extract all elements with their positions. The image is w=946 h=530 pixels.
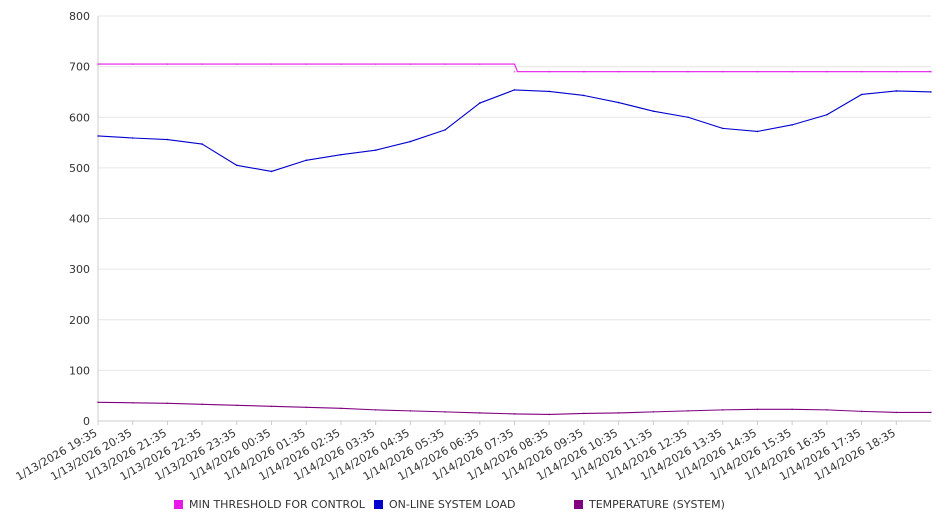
data-point-s2-4 [235,404,238,407]
data-point-s1-0 [97,135,99,137]
data-point-s2-20 [791,408,794,411]
data-point-s1-19 [756,130,759,133]
data-point-s0-17 [687,70,689,73]
data-point-s2-22 [860,410,863,413]
data-point-s1-13 [548,90,551,93]
legend-item-min-threshold[interactable]: MIN THRESHOLD FOR CONTROL [174,498,365,511]
series-line-1 [97,89,932,172]
data-point-s2-17 [687,409,689,412]
data-point-s1-15 [617,101,620,104]
y-tick-label-300: 300 [69,263,90,276]
data-point-s1-20 [791,123,794,126]
data-point-s0-20 [791,70,794,73]
data-point-s1-3 [201,143,204,145]
data-point-s2-15 [617,412,620,414]
data-point-s0-1 [131,63,134,65]
data-point-s0-11 [478,63,481,65]
data-point-s2-18 [721,408,724,411]
data-point-s2-5 [270,405,273,408]
data-point-s1-8 [374,149,377,152]
data-point-s0-12 [513,70,516,73]
data-point-s2-1 [131,401,134,404]
data-point-s2-7 [340,407,342,410]
data-point-s1-23 [895,90,898,92]
legend-item-temperature[interactable]: TEMPERATURE (SYSTEM) [574,498,725,511]
data-point-s2-0 [97,401,99,404]
data-point-s0-18 [721,70,724,73]
data-point-s1-11 [478,102,481,104]
data-point-s2-23 [895,411,898,414]
series-line-2 [97,401,931,415]
data-point-s1-21 [825,113,828,116]
data-point-s1-16 [652,110,655,113]
data-point-s2-9 [409,409,412,412]
data-point-s2-13 [548,413,551,416]
data-point-s0-19 [756,70,759,73]
data-point-s2-12 [513,413,516,415]
y-tick-label-200: 200 [69,314,90,327]
data-point-s1-12 [513,89,516,91]
data-point-s1-4 [235,164,238,167]
data-point-s2-3 [201,403,204,406]
y-tick-label-0: 0 [83,415,90,428]
data-point-s0-15 [617,70,620,73]
data-point-s2-16 [652,410,655,413]
data-point-s1-6 [305,159,308,162]
data-point-s1-7 [340,153,342,156]
legend-item-online-system-load[interactable]: ON-LINE SYSTEM LOAD [374,498,515,511]
data-point-s0-16 [652,70,655,73]
data-point-s2-2 [166,402,169,405]
legend-label-min-threshold: MIN THRESHOLD FOR CONTROL [189,498,365,511]
y-tick-label-400: 400 [69,213,90,226]
data-point-s2-24 [930,411,932,414]
data-point-s1-9 [409,140,412,143]
legend-label-temperature: TEMPERATURE (SYSTEM) [589,498,725,511]
data-point-s0-23 [895,70,898,73]
data-point-s1-5 [270,170,273,173]
data-point-s2-6 [305,406,308,409]
data-point-s0-13 [548,70,551,73]
legend-swatch-online-system-load [374,500,383,509]
data-point-s2-19 [756,408,759,411]
y-tick-label-500: 500 [69,162,90,175]
legend-label-online-system-load: ON-LINE SYSTEM LOAD [389,498,516,511]
data-point-s2-8 [374,408,377,411]
data-point-s0-4 [235,63,238,65]
data-point-s0-3 [201,63,204,65]
data-point-s2-10 [444,410,446,413]
data-point-s0-21 [825,70,828,73]
data-point-s2-21 [825,408,828,411]
data-point-s1-22 [860,93,863,96]
data-point-s1-24 [930,91,932,93]
legend-swatch-min-threshold [174,500,183,509]
data-point-s0-6 [305,63,308,65]
y-tick-label-100: 100 [69,364,90,377]
chart-legend: MIN THRESHOLD FOR CONTROL ON-LINE SYSTEM… [0,498,946,514]
y-tick-label-700: 700 [69,61,90,74]
data-point-s1-2 [166,138,169,141]
data-point-s0-0 [97,63,99,65]
data-point-s0-2 [166,63,169,65]
data-point-s1-1 [131,137,134,139]
data-point-s0-7 [340,63,342,65]
data-point-s0-24 [930,70,932,73]
data-point-s2-11 [478,412,481,414]
data-point-s0-10 [444,63,446,65]
data-point-s0-5 [270,63,273,65]
data-point-s2-14 [583,412,585,415]
data-point-s1-10 [444,129,446,131]
data-point-s0-9 [409,63,412,65]
data-point-s0-8 [374,63,377,65]
data-point-s0-14 [583,70,585,73]
data-point-s1-14 [583,94,585,97]
legend-swatch-temperature [574,500,583,509]
data-point-s1-18 [721,127,724,130]
series-line-0 [98,63,931,73]
y-tick-label-600: 600 [69,111,90,124]
data-point-s0-22 [860,70,863,73]
data-point-s1-17 [687,116,689,119]
y-tick-label-800: 800 [69,10,90,23]
